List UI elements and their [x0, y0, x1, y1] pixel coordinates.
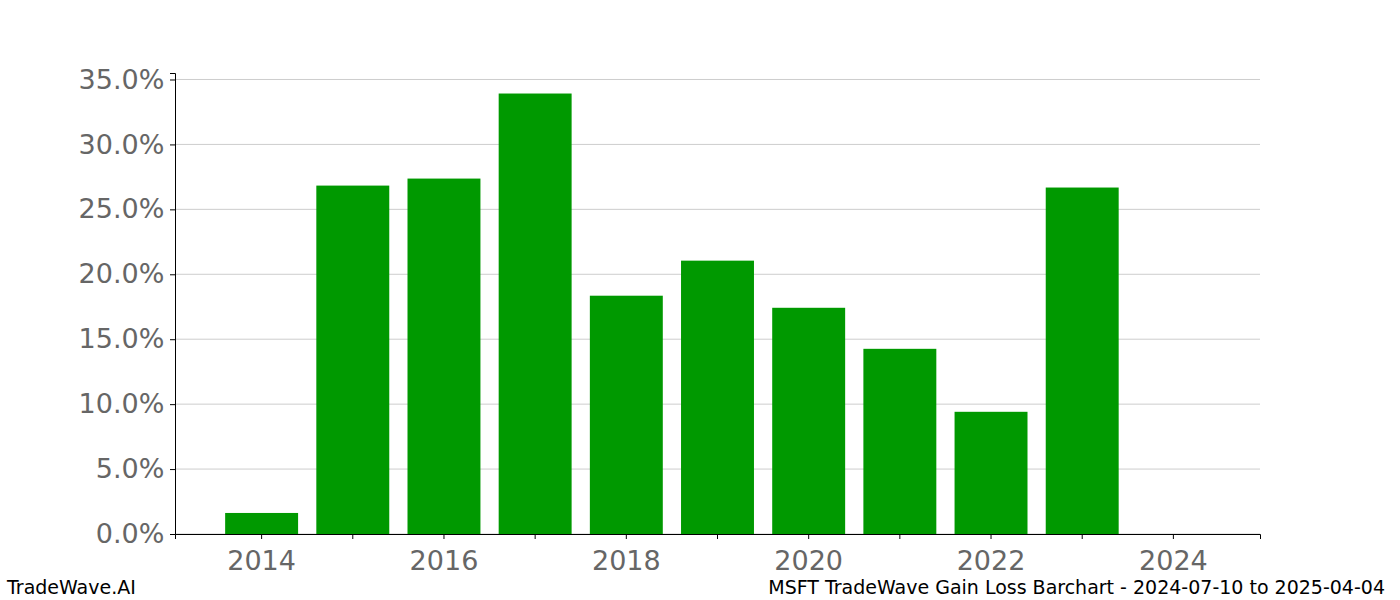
tick-mark [626, 534, 627, 539]
tick: 2020 [774, 534, 843, 576]
grid [175, 79, 1260, 534]
tick-label: 20.0% [79, 258, 165, 289]
title: MSFT TradeWave Gain Loss Barchart - 2024… [768, 576, 1385, 598]
tick-mark [808, 534, 809, 539]
tick: 35.0% [79, 64, 175, 95]
tick-mark [1082, 534, 1083, 539]
tick-label: 2016 [410, 545, 479, 576]
tick-mark [352, 534, 353, 539]
tick: 20.0% [79, 258, 175, 289]
tick [899, 534, 900, 539]
bar [681, 261, 754, 534]
tick-label: 0.0% [96, 518, 165, 549]
tick-label: 15.0% [79, 323, 165, 354]
tick-mark [170, 79, 175, 80]
bar [1137, 534, 1210, 535]
tick-label: 2014 [227, 545, 296, 576]
tick: 5.0% [96, 453, 175, 484]
axis-line [170, 74, 176, 535]
tick: 0.0% [96, 518, 175, 549]
tick-mark [1173, 534, 1174, 539]
tick-label: 10.0% [79, 388, 165, 419]
bar [408, 179, 481, 534]
tick-mark [170, 404, 175, 405]
bar [955, 412, 1028, 534]
tick: 2022 [957, 534, 1026, 576]
tick-mark [170, 469, 175, 470]
tick-mark [899, 534, 900, 539]
tick-mark [170, 209, 175, 210]
tick-mark [717, 534, 718, 539]
y-axis: 0.0% 5.0% 10.0% 15.0% 20.0% 25.0% 30.0% 35.0% [79, 64, 176, 550]
tick: 10.0% [79, 388, 175, 419]
tick [535, 534, 536, 539]
tick [352, 534, 353, 539]
bar [590, 296, 663, 534]
tick-label: 2024 [1139, 545, 1208, 576]
tick-mark [261, 534, 262, 539]
tick: 15.0% [79, 323, 175, 354]
tick-label: 30.0% [79, 129, 165, 160]
tick-mark [170, 144, 175, 145]
tick-mark [443, 534, 444, 539]
bars [225, 94, 1119, 534]
tick: 2018 [592, 534, 661, 576]
tick-mark [170, 534, 175, 535]
tick-mark [170, 274, 175, 275]
bar [863, 349, 936, 534]
tick: 2014 [227, 534, 296, 576]
bar [1046, 188, 1119, 534]
plot: 0.0% 5.0% 10.0% 15.0% 20.0% 25.0% 30.0% 35.0% 20… [79, 64, 1261, 577]
tick: 2016 [410, 534, 479, 576]
tick-mark [535, 534, 536, 539]
x-axis: 2014 2016 2018 2020 2022 2024 [176, 534, 1261, 576]
tick [1082, 534, 1083, 539]
tick-mark [991, 534, 992, 539]
tick-label: 2018 [592, 545, 661, 576]
annotation: TradeWave.AI [6, 576, 136, 598]
tick: 25.0% [79, 193, 175, 224]
bar [772, 308, 845, 534]
tick-label: 2022 [957, 545, 1026, 576]
tick-mark [170, 339, 175, 340]
bar [225, 513, 298, 534]
tick-label: 2020 [774, 545, 843, 576]
grid-line [175, 144, 1260, 145]
bar [499, 94, 572, 534]
tick-label: 35.0% [79, 64, 165, 95]
grid-line [175, 79, 1260, 80]
tick: 30.0% [79, 129, 175, 160]
bar [316, 186, 389, 534]
tick-label: 5.0% [96, 453, 165, 484]
tick-label: 25.0% [79, 193, 165, 224]
axis-line [176, 535, 1261, 540]
tick [717, 534, 718, 539]
tick: 2024 [1139, 534, 1208, 576]
